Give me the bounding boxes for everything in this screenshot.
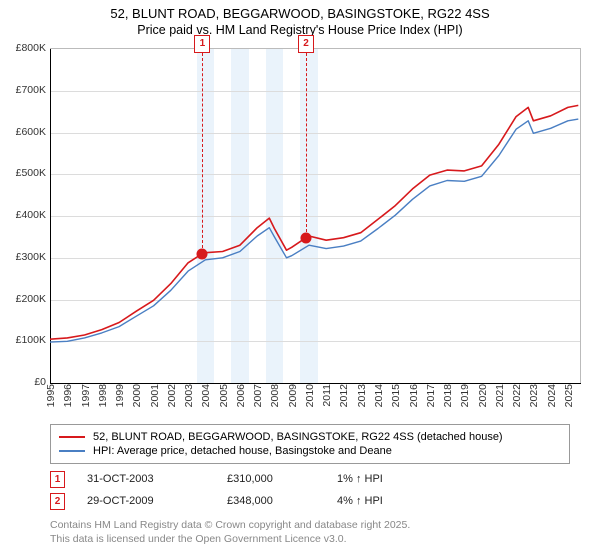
x-axis-label: 1999 xyxy=(114,384,126,407)
legend-label: 52, BLUNT ROAD, BEGGARWOOD, BASINGSTOKE,… xyxy=(93,431,503,443)
sale-pct: 1% ↑ HPI xyxy=(337,473,427,485)
x-axis-label: 1998 xyxy=(97,384,109,407)
price-marker xyxy=(301,232,312,243)
legend: 52, BLUNT ROAD, BEGGARWOOD, BASINGSTOKE,… xyxy=(50,424,570,464)
x-axis-label: 2002 xyxy=(166,384,178,407)
x-axis-label: 2022 xyxy=(511,384,523,407)
sale-date: 29-OCT-2009 xyxy=(87,495,227,507)
badge-connector xyxy=(306,53,307,232)
x-axis-label: 1996 xyxy=(62,384,74,407)
legend-swatch-hpi xyxy=(59,450,85,452)
arrow-up-icon: ↑ xyxy=(356,473,362,485)
y-axis-label: £200K xyxy=(0,293,46,305)
footer-attribution: Contains HM Land Registry data © Crown c… xyxy=(50,518,410,546)
title-address: 52, BLUNT ROAD, BEGGARWOOD, BASINGSTOKE,… xyxy=(0,6,600,21)
y-axis-label: £100K xyxy=(0,334,46,346)
x-axis-label: 2004 xyxy=(200,384,212,407)
x-axis-label: 2006 xyxy=(235,384,247,407)
x-axis-label: 2014 xyxy=(373,384,385,407)
x-axis-label: 2003 xyxy=(183,384,195,407)
x-axis-label: 2001 xyxy=(149,384,161,407)
sale-pct: 4% ↑ HPI xyxy=(337,495,427,507)
arrow-up-icon: ↑ xyxy=(356,495,362,507)
chart-badge: 2 xyxy=(298,35,314,53)
x-axis-label: 2023 xyxy=(528,384,540,407)
y-axis-label: £400K xyxy=(0,209,46,221)
x-axis-label: 2017 xyxy=(425,384,437,407)
plot-frame: 12 xyxy=(50,48,581,383)
y-axis-label: £0 xyxy=(0,376,46,388)
chart-badge: 1 xyxy=(194,35,210,53)
x-axis-label: 2013 xyxy=(356,384,368,407)
series-property xyxy=(50,105,578,339)
x-axis-label: 2024 xyxy=(546,384,558,407)
sale-price: £310,000 xyxy=(227,473,337,485)
chart-area: 12 £0£100K£200K£300K£400K£500K£600K£700K… xyxy=(50,48,580,382)
x-axis-label: 2025 xyxy=(563,384,575,407)
footer-line: This data is licensed under the Open Gov… xyxy=(50,532,410,546)
x-axis-label: 2012 xyxy=(338,384,350,407)
chart-lines xyxy=(50,49,580,383)
table-row: 1 31-OCT-2003 £310,000 1% ↑ HPI xyxy=(50,468,427,490)
x-axis-label: 2015 xyxy=(390,384,402,407)
x-axis-label: 2000 xyxy=(131,384,143,407)
badge-connector xyxy=(202,53,203,248)
y-axis-label: £600K xyxy=(0,126,46,138)
x-axis-label: 2020 xyxy=(477,384,489,407)
footer-line: Contains HM Land Registry data © Crown c… xyxy=(50,518,410,532)
sale-badge: 1 xyxy=(50,471,65,488)
x-axis-label: 2005 xyxy=(218,384,230,407)
sale-price: £348,000 xyxy=(227,495,337,507)
sales-table: 1 31-OCT-2003 £310,000 1% ↑ HPI 2 29-OCT… xyxy=(50,468,427,512)
y-axis-label: £700K xyxy=(0,84,46,96)
legend-label: HPI: Average price, detached house, Basi… xyxy=(93,445,392,457)
x-axis-label: 1995 xyxy=(45,384,57,407)
legend-row: HPI: Average price, detached house, Basi… xyxy=(59,444,561,458)
legend-row: 52, BLUNT ROAD, BEGGARWOOD, BASINGSTOKE,… xyxy=(59,430,561,444)
x-axis-label: 2009 xyxy=(287,384,299,407)
x-axis-label: 2021 xyxy=(494,384,506,407)
table-row: 2 29-OCT-2009 £348,000 4% ↑ HPI xyxy=(50,490,427,512)
y-axis-label: £500K xyxy=(0,167,46,179)
sale-badge: 2 xyxy=(50,493,65,510)
title-block: 52, BLUNT ROAD, BEGGARWOOD, BASINGSTOKE,… xyxy=(0,0,600,37)
legend-swatch-property xyxy=(59,436,85,438)
price-marker xyxy=(197,248,208,259)
series-hpi xyxy=(50,119,578,342)
x-axis-label: 2016 xyxy=(408,384,420,407)
x-axis-label: 2018 xyxy=(442,384,454,407)
sale-date: 31-OCT-2003 xyxy=(87,473,227,485)
chart-container: 52, BLUNT ROAD, BEGGARWOOD, BASINGSTOKE,… xyxy=(0,0,600,560)
x-axis-label: 2007 xyxy=(252,384,264,407)
x-axis-label: 2011 xyxy=(321,384,333,407)
x-axis-label: 2008 xyxy=(269,384,281,407)
x-axis-label: 2019 xyxy=(459,384,471,407)
x-axis-label: 2010 xyxy=(304,384,316,407)
x-axis-label: 1997 xyxy=(80,384,92,407)
y-axis-label: £800K xyxy=(0,42,46,54)
y-axis-label: £300K xyxy=(0,251,46,263)
